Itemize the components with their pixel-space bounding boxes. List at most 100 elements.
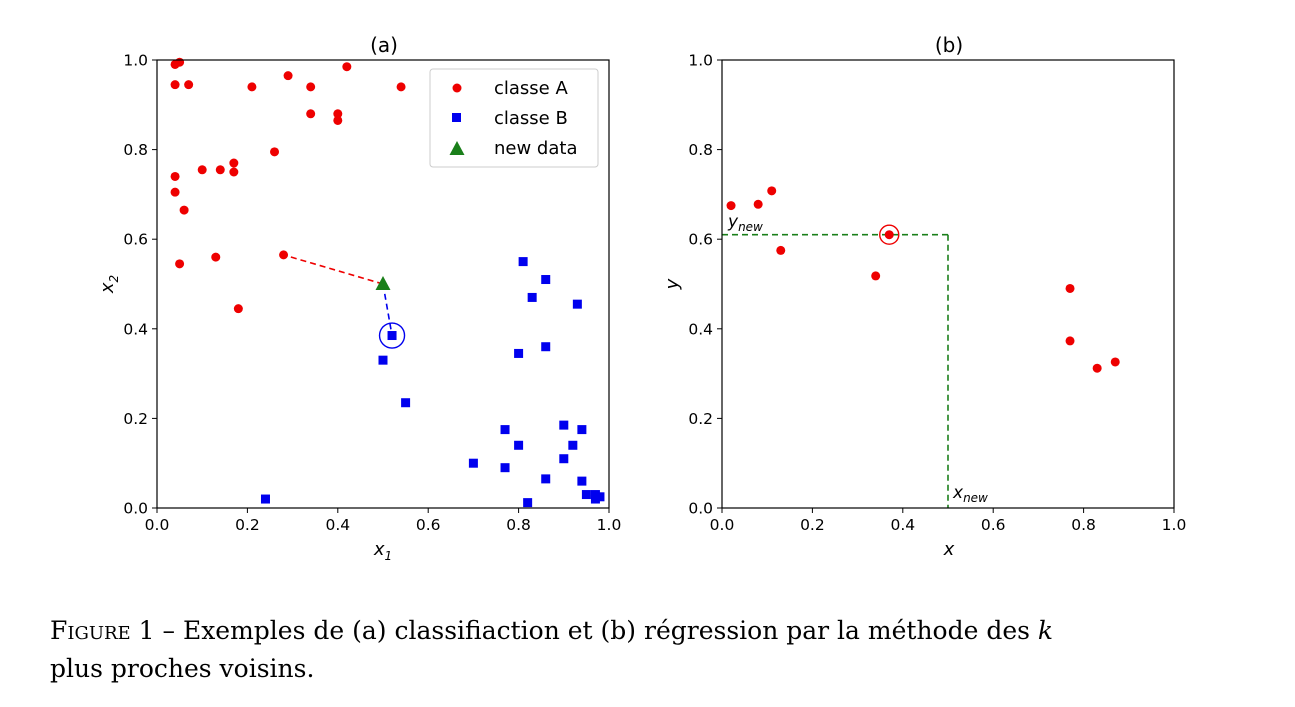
class-a-point: [306, 82, 316, 92]
legend-label-class-b: classe B: [494, 108, 568, 129]
neighbor-line: [283, 254, 384, 285]
regression-point: [1065, 336, 1075, 346]
chart-a-highlight: [378, 322, 406, 349]
class-a-point: [333, 115, 343, 125]
class-b-point: [387, 331, 397, 341]
new-data-point: [375, 276, 391, 290]
chart-a-points: [170, 57, 605, 508]
chart-a-title: (a): [370, 33, 398, 57]
class-a-point: [229, 158, 239, 168]
nearest-neighbor-ring: [879, 224, 900, 245]
legend-label-class-a: classe A: [494, 78, 568, 99]
class-b-point: [541, 275, 551, 285]
class-b-point: [595, 492, 605, 502]
annotation-y-new: ynew: [727, 212, 763, 234]
class-b-point: [559, 454, 569, 464]
class-a-point: [233, 304, 243, 314]
chart-a-legend: classe A classe B new data: [429, 68, 599, 168]
class-a-point: [170, 187, 180, 197]
class-b-point: [568, 440, 578, 450]
chart-a-x-axis: 0.0 0.2 0.4 0.6 0.8 1.0: [145, 508, 622, 534]
y-tick-label: 0.6: [688, 231, 713, 249]
class-b-point: [500, 425, 510, 435]
chart-a-frame: [156, 59, 610, 509]
chart-b-ylabel: y: [662, 278, 683, 290]
chart-b-title: (b): [935, 33, 963, 57]
regression-point: [753, 199, 763, 209]
y-tick-label: 1.0: [123, 52, 148, 70]
legend-marker-class-a: [452, 83, 462, 93]
class-a-point: [175, 259, 185, 269]
annotation-x-new: xnew: [952, 483, 988, 505]
x-tick-label: 0.0: [145, 516, 170, 534]
chart-b-guide-lines: [722, 233, 949, 508]
class-a-point: [283, 71, 293, 81]
class-b-point: [260, 494, 270, 504]
chart-b-y-axis: 0.0 0.2 0.4 0.6 0.8 1.0: [688, 52, 722, 518]
y-tick-label: 0.4: [688, 320, 713, 338]
class-a-point: [229, 167, 239, 177]
class-b-point: [523, 498, 533, 508]
x-tick-label: 0.0: [710, 516, 735, 534]
regression-point: [871, 271, 881, 281]
x-tick-label: 0.8: [506, 516, 531, 534]
class-b-point: [468, 458, 478, 468]
class-a-point: [270, 147, 280, 157]
chart-a-xlabel: x1: [373, 539, 392, 563]
class-a-point: [333, 109, 343, 119]
caption-text: 1 – Exemples de (a) classifiaction et (b…: [130, 616, 1038, 645]
class-b-point: [500, 463, 510, 473]
class-b-point: [514, 348, 524, 358]
x-tick-label: 0.2: [800, 516, 825, 534]
y-tick-label: 0.2: [123, 410, 148, 428]
class-b-point: [577, 476, 587, 486]
caption-line-2: plus proches voisins.: [50, 654, 315, 683]
class-a-point: [342, 62, 352, 72]
class-b-point: [378, 355, 388, 365]
x-tick-label: 0.6: [416, 516, 441, 534]
regression-point: [726, 201, 736, 211]
y-tick-label: 0.4: [123, 320, 148, 338]
class-a-point: [215, 165, 225, 175]
class-a-point: [306, 109, 316, 119]
regression-point: [1065, 283, 1075, 293]
class-b-point: [514, 440, 524, 450]
class-a-point: [279, 250, 289, 260]
x-tick-label: 1.0: [597, 516, 622, 534]
chart-a-y-axis: 0.0 0.2 0.4 0.6 0.8 1.0: [123, 52, 157, 518]
class-b-point: [527, 292, 537, 302]
class-b-point: [541, 474, 551, 484]
legend-frame: [429, 68, 599, 168]
chart-b-points: [726, 186, 1120, 373]
class-b-point: [581, 490, 591, 500]
class-a-point: [175, 57, 185, 67]
class-a-point: [170, 80, 180, 90]
class-a-point: [197, 165, 207, 175]
class-b-point: [401, 398, 411, 408]
class-b-point: [541, 342, 551, 352]
y-tick-label: 0.2: [688, 410, 713, 428]
class-a-point: [170, 171, 180, 181]
class-a-point: [179, 205, 189, 215]
class-a-point: [247, 82, 257, 92]
x-tick-label: 1.0: [1162, 516, 1187, 534]
x-tick-label: 0.2: [235, 516, 260, 534]
figure-caption: Figure 1 – Exemples de (a) classifiactio…: [50, 612, 1250, 688]
chart-b: (b) 0.0 0.2 0.4 0.6 0.8 1.0 0.0 0.2 0.4 0.6 0.8 1.…: [662, 33, 1186, 560]
chart-a: (a) 0.0 0.2 0.4 0.6 0.8 1.0 0.0 0.2 0.4 0.6 0.8 1.…: [97, 33, 621, 563]
y-tick-label: 0.0: [123, 500, 148, 518]
class-a-point: [184, 80, 194, 90]
y-tick-label: 0.6: [123, 231, 148, 249]
y-tick-label: 0.0: [688, 500, 713, 518]
chart-b-frame: [721, 59, 1175, 509]
chart-b-highlight: [879, 224, 900, 245]
class-b-point: [577, 425, 587, 435]
class-a-point: [211, 252, 221, 262]
x-tick-label: 0.4: [890, 516, 915, 534]
nearest-neighbor-ring: [378, 322, 406, 349]
x-tick-label: 0.8: [1071, 516, 1096, 534]
class-a-point: [396, 82, 406, 92]
neighbor-line: [382, 283, 393, 336]
y-tick-label: 0.8: [123, 141, 148, 159]
legend-marker-new-data: [449, 141, 465, 155]
